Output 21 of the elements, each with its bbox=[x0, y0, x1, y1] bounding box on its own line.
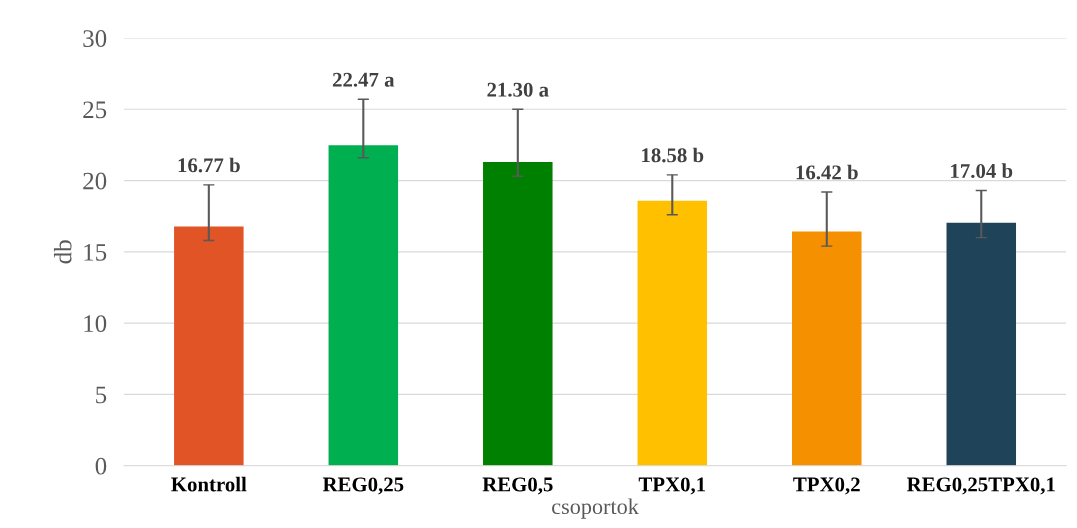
data-label: 17.04 b bbox=[951, 163, 1013, 179]
x-tick-label: REG0,25TPX0,1 bbox=[906, 477, 1055, 495]
y-tick-label: 30 bbox=[83, 30, 107, 47]
data-label: 21.30 a bbox=[487, 82, 549, 97]
data-label: 16.77 b bbox=[178, 157, 240, 173]
x-tick-label: REG0,25 bbox=[322, 477, 404, 495]
x-tick-label: REG0,5 bbox=[482, 477, 553, 495]
x-tick-label: Kontroll bbox=[171, 476, 247, 492]
y-tick-label: 20 bbox=[83, 172, 107, 190]
x-tick-label: TPX0,2 bbox=[793, 477, 860, 495]
data-label: 16.42 b bbox=[796, 164, 858, 180]
y-tick-label: 10 bbox=[84, 315, 107, 333]
y-axis-title: db bbox=[53, 240, 72, 264]
y-tick-label: 25 bbox=[83, 101, 107, 119]
x-tick-label: TPX0,1 bbox=[638, 477, 706, 495]
x-axis-title: csoportok bbox=[552, 498, 639, 519]
y-tick-label: 5 bbox=[96, 386, 107, 404]
y-tick-label: 0 bbox=[95, 457, 107, 475]
y-tick-label: 15 bbox=[84, 244, 107, 261]
data-label: 18.58 b bbox=[642, 147, 704, 163]
data-label: 22.47 a bbox=[332, 72, 395, 87]
